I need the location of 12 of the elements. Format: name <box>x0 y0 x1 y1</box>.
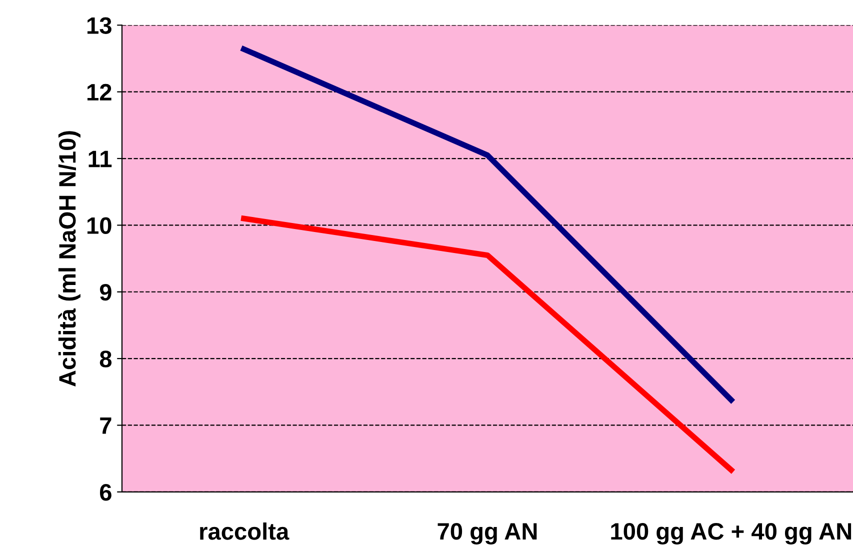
y-tick-label: 9 <box>100 284 112 301</box>
y-tick-label: 12 <box>87 84 112 100</box>
y-tick-label: 6 <box>100 484 112 501</box>
y-axis-title: Acidità (ml NaOH N/10) <box>58 131 80 387</box>
x-tick-label: 70 gg AN <box>438 522 537 544</box>
y-tick-label: 13 <box>87 17 112 34</box>
y-tick-label: 10 <box>87 217 112 234</box>
y-tick-label: 11 <box>88 150 112 168</box>
y-tick-label: 7 <box>100 418 112 434</box>
x-tick-label: raccolta <box>200 522 290 540</box>
y-tick-label: 8 <box>100 350 112 368</box>
x-tick-label: 100 gg AC + 40 gg AN <box>611 522 852 544</box>
